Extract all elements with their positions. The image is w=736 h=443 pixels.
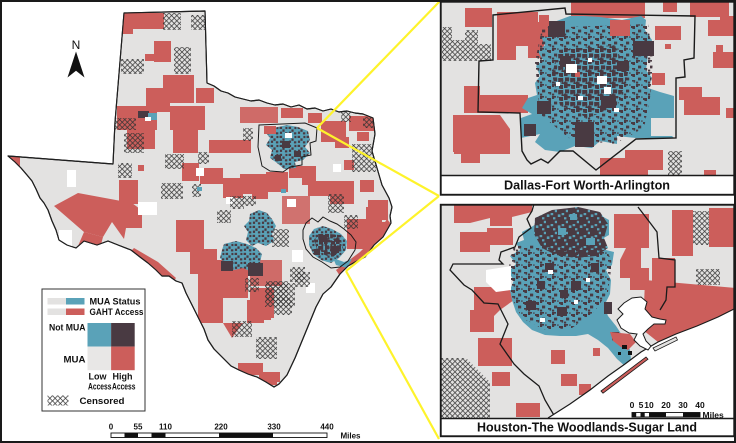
svg-text:MUA: MUA	[64, 355, 86, 366]
svg-text:Censored: Censored	[80, 396, 125, 407]
svg-text:0: 0	[109, 423, 114, 432]
svg-text:20: 20	[661, 400, 671, 410]
svg-text:0: 0	[630, 400, 635, 410]
svg-text:40: 40	[695, 400, 705, 410]
svg-text:Houston-The Woodlands-Sugar La: Houston-The Woodlands-Sugar Land	[477, 420, 697, 435]
svg-text:30: 30	[678, 400, 688, 410]
svg-text:Miles: Miles	[341, 432, 362, 441]
svg-text:Dallas-Fort Worth-Arlington: Dallas-Fort Worth-Arlington	[504, 178, 670, 193]
svg-text:10: 10	[644, 400, 654, 410]
svg-text:Access: Access	[88, 382, 112, 393]
svg-text:GAHT Access: GAHT Access	[90, 307, 144, 318]
svg-text:220: 220	[214, 423, 228, 432]
svg-text:330: 330	[267, 423, 281, 432]
svg-text:N: N	[72, 38, 81, 52]
svg-text:Low: Low	[89, 372, 108, 383]
svg-text:Miles: Miles	[703, 410, 725, 420]
svg-text:110: 110	[159, 423, 172, 432]
svg-text:5: 5	[639, 400, 644, 410]
svg-text:55: 55	[134, 423, 143, 432]
svg-text:High: High	[113, 372, 133, 383]
svg-text:MUA Status: MUA Status	[90, 297, 141, 308]
svg-text:Not MUA: Not MUA	[49, 323, 86, 334]
svg-text:Access: Access	[112, 382, 136, 393]
svg-text:440: 440	[320, 423, 334, 432]
